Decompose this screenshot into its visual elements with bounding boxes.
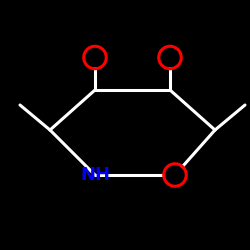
Circle shape [166, 166, 184, 184]
Circle shape [161, 48, 179, 67]
Circle shape [86, 48, 104, 67]
Text: NH: NH [80, 166, 110, 184]
